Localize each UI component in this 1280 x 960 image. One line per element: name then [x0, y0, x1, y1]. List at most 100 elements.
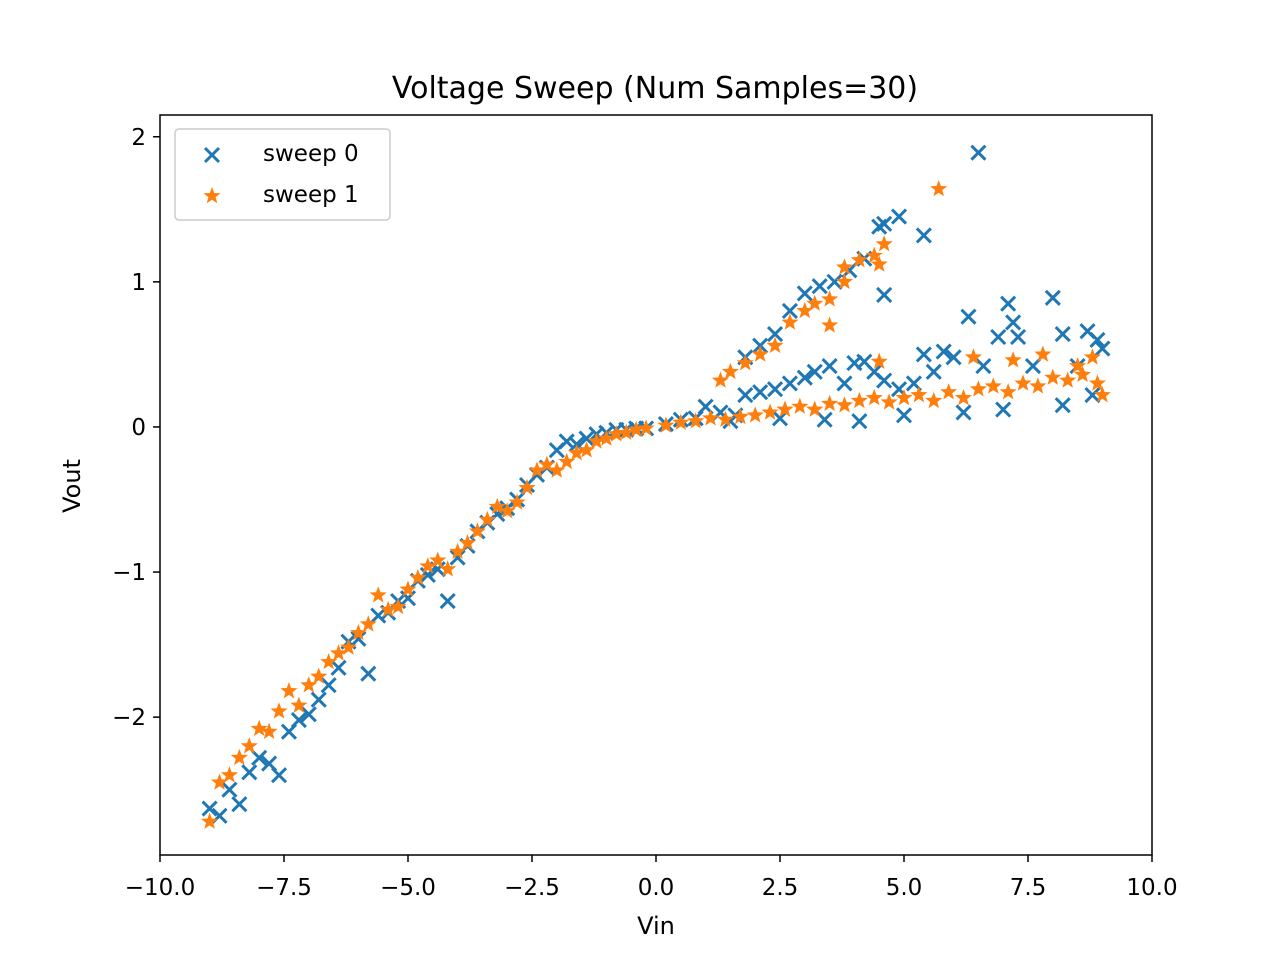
data-point [702, 409, 720, 426]
data-point [821, 290, 839, 307]
data-point [766, 326, 784, 343]
data-point [359, 615, 377, 632]
data-point [468, 522, 486, 539]
y-tick-label: −2 [112, 705, 146, 731]
data-point [220, 766, 238, 783]
data-point [736, 354, 754, 371]
data-point [875, 235, 893, 252]
data-point [508, 493, 526, 510]
data-point [399, 580, 417, 597]
data-point [627, 420, 645, 438]
data-point [970, 144, 987, 161]
data-point [1044, 289, 1061, 306]
series-0 [201, 144, 1111, 824]
data-point [310, 691, 327, 708]
data-point [241, 764, 258, 781]
data-point [587, 432, 606, 449]
data-point [890, 208, 908, 225]
data-point [870, 352, 888, 369]
data-point [835, 272, 854, 290]
data-point [498, 502, 516, 519]
data-point [940, 383, 958, 400]
data-point [201, 800, 218, 817]
data-point [370, 607, 387, 624]
data-point [251, 749, 268, 766]
y-axis: −2 −1 0 1 2 [112, 125, 160, 731]
data-point [360, 665, 377, 682]
data-point [330, 644, 348, 661]
legend-label-sweep-1: sweep 1 [263, 182, 359, 208]
data-point [419, 566, 436, 584]
y-tick-label: −1 [112, 560, 146, 586]
legend-marker-symbol [203, 146, 221, 164]
data-point [1059, 371, 1077, 388]
data-point [1083, 348, 1102, 365]
data-point [876, 372, 893, 389]
x-axis: −10.0 −7.5 −5.0 −2.5 0.0 2.5 5.0 7.5 10.0 [125, 855, 1178, 901]
data-point [761, 403, 779, 420]
data-point [791, 397, 809, 414]
data-point [260, 722, 278, 739]
data-point [1004, 351, 1022, 368]
data-point [945, 349, 962, 366]
data-point [751, 345, 769, 362]
data-point [721, 362, 739, 380]
data-point [1074, 365, 1092, 383]
x-tick-label: 0.0 [638, 875, 675, 901]
data-point [836, 375, 853, 392]
y-tick-label: 2 [131, 125, 146, 151]
data-point [731, 407, 749, 425]
data-point [816, 411, 833, 428]
data-point [821, 357, 838, 375]
data-point [1034, 345, 1052, 362]
data-point [439, 593, 456, 610]
data-point [711, 371, 730, 388]
x-tick-label: 5.0 [886, 875, 923, 901]
data-point [746, 406, 764, 423]
data-point [429, 551, 447, 568]
data-point [895, 407, 913, 424]
y-tick-label: 0 [131, 415, 146, 441]
data-point [1014, 374, 1032, 391]
data-point [1024, 357, 1042, 375]
data-point [637, 419, 655, 436]
plot-area [201, 144, 1111, 829]
data-point [954, 388, 973, 406]
data-point [1005, 314, 1022, 331]
data-point [964, 348, 982, 365]
data-point [990, 328, 1007, 346]
data-point [528, 461, 546, 478]
data-point [1000, 295, 1017, 312]
data-point [915, 227, 932, 244]
x-tick-label: 10.0 [1126, 875, 1177, 901]
data-point [995, 401, 1012, 418]
data-point [320, 677, 337, 694]
data-point [607, 425, 625, 442]
data-point [876, 286, 893, 303]
data-point [752, 384, 769, 401]
data-point [999, 383, 1017, 400]
data-point [250, 719, 268, 737]
data-point [201, 812, 219, 829]
data-point [350, 630, 367, 647]
data-point [349, 624, 367, 641]
data-point [300, 706, 317, 723]
data-point [781, 375, 798, 392]
data-point [439, 560, 457, 577]
data-point [240, 737, 258, 754]
data-point [975, 357, 992, 375]
data-point [617, 423, 635, 441]
data-point [578, 430, 595, 447]
data-point [737, 386, 754, 404]
data-point [776, 400, 794, 417]
data-point [488, 497, 506, 515]
data-point [880, 393, 898, 410]
data-point [518, 478, 536, 496]
data-point [811, 278, 828, 295]
data-point [955, 404, 972, 421]
data-point [221, 781, 238, 798]
data-point [821, 316, 839, 333]
data-point [821, 394, 839, 412]
data-point [835, 258, 854, 275]
data-point [835, 396, 854, 413]
